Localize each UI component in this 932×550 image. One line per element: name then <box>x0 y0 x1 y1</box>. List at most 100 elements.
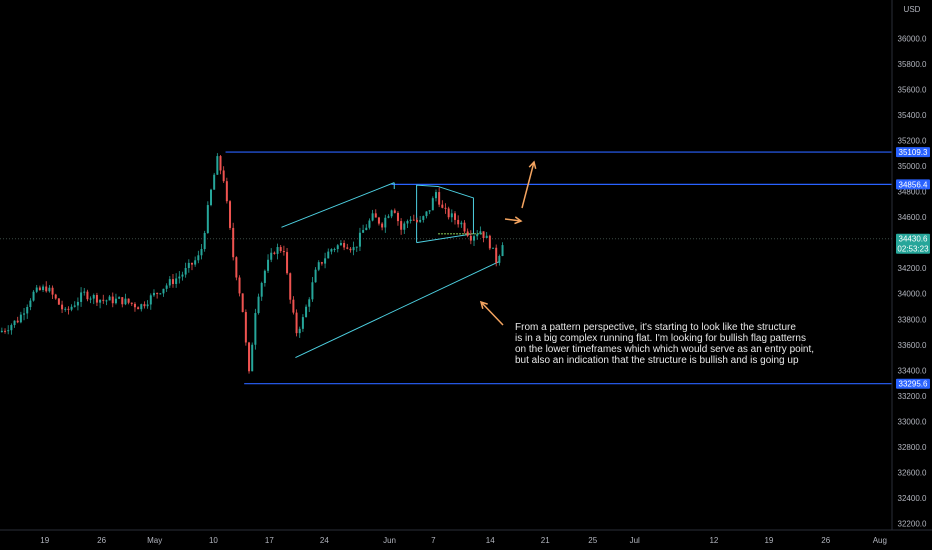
arrow-head <box>514 216 523 225</box>
candle-body <box>67 308 70 310</box>
candle-body <box>222 170 225 182</box>
candle-body <box>295 312 298 334</box>
time-tick-label: 19 <box>764 536 773 545</box>
candle-body <box>118 297 121 299</box>
candle-body <box>213 174 216 190</box>
candle-body <box>105 300 108 302</box>
candle-body <box>171 279 174 284</box>
time-tick-label: 26 <box>97 536 106 545</box>
channel-upper-line <box>281 182 395 228</box>
candle-body <box>393 210 396 213</box>
candle-body <box>447 208 450 218</box>
candle-body <box>267 259 270 271</box>
candle-body <box>108 296 111 301</box>
price-tick-label: 34000.0 <box>898 290 927 299</box>
candle-body <box>330 249 333 252</box>
price-tick-label: 35400.0 <box>898 111 927 120</box>
candle-body <box>476 234 479 237</box>
time-tick-label: 19 <box>40 536 49 545</box>
candle-body <box>95 294 98 303</box>
candle-body <box>260 282 263 297</box>
candle-body <box>181 274 184 277</box>
candle-body <box>339 242 342 246</box>
candle-body <box>396 212 399 222</box>
candle-body <box>73 305 76 307</box>
candle-body <box>362 230 365 233</box>
price-tag-label: 34856.4 <box>899 180 928 189</box>
candle-body <box>355 246 358 248</box>
flag-pattern <box>416 184 474 244</box>
price-tag-box <box>896 147 930 158</box>
candle-body <box>384 217 387 228</box>
candle-body <box>314 269 317 283</box>
annotation-arrows <box>479 160 537 326</box>
annotation-arrow <box>480 301 504 326</box>
candle-body <box>45 286 48 292</box>
candle-body <box>488 235 491 249</box>
candle-body <box>248 342 251 372</box>
candle-body <box>35 287 38 292</box>
candle-body <box>479 231 482 235</box>
candle-body <box>57 298 60 305</box>
price-axis-panel[interactable] <box>892 0 932 530</box>
candle-body <box>431 198 434 211</box>
price-tick-label: 36000.0 <box>898 34 927 43</box>
candle-body <box>441 204 444 208</box>
candle-body <box>292 299 295 313</box>
candle-body <box>270 252 273 260</box>
candle-body <box>415 220 418 222</box>
candle-body <box>320 262 323 264</box>
time-tick-label: 21 <box>541 536 550 545</box>
candle-body <box>400 221 403 230</box>
candle-body <box>143 304 146 307</box>
annotation-line: From a pattern perspective, it's startin… <box>515 322 796 333</box>
price-tick-label: 34200.0 <box>898 264 927 273</box>
candle-body <box>197 255 200 261</box>
candle-body <box>92 294 95 299</box>
candle-body <box>111 296 114 304</box>
candle-body <box>311 282 314 300</box>
candle-body <box>298 328 301 334</box>
time-axis-ticks[interactable]: 19 26 May 10 17 24 Jun 7 14 21 25 Jul 12 19 26 Aug <box>40 536 887 545</box>
price-tick-label: 35800.0 <box>898 60 927 69</box>
candle-body <box>51 287 54 295</box>
price-tag-box <box>896 233 930 254</box>
price-tag-box <box>896 378 930 389</box>
candle-body <box>324 258 327 264</box>
candle-body <box>343 242 346 248</box>
candle-body <box>83 291 86 293</box>
candle-body <box>190 262 193 265</box>
candle-body <box>200 249 203 256</box>
price-tag-box <box>896 179 930 190</box>
candle-body <box>121 297 124 305</box>
candle-body <box>216 156 219 175</box>
price-tag-label: 34430.6 <box>899 235 928 244</box>
candle-body <box>485 235 488 239</box>
candle-body <box>124 298 127 305</box>
currency-label: USD <box>904 5 921 14</box>
candle-body <box>346 247 349 249</box>
time-tick-label: 24 <box>320 536 329 545</box>
time-tick-label: 17 <box>265 536 274 545</box>
candle-body <box>13 320 16 326</box>
candle-body <box>263 270 266 283</box>
candle-body <box>257 296 260 314</box>
candle-body <box>390 210 393 217</box>
candle-body <box>187 262 190 268</box>
candle-body <box>7 330 10 332</box>
candle-body <box>162 288 165 294</box>
candle-body <box>206 205 209 233</box>
price-tick-label: 33600.0 <box>898 341 927 350</box>
candle-body <box>140 304 143 310</box>
price-tick-label: 32600.0 <box>898 469 927 478</box>
candle-body <box>133 303 136 308</box>
annotation-arrow <box>521 161 535 209</box>
candle-body <box>26 307 29 314</box>
candle-body <box>403 223 406 230</box>
candle-body <box>308 299 311 307</box>
candle-body <box>219 156 222 171</box>
price-tick-label: 32400.0 <box>898 494 927 503</box>
candle-body <box>492 247 495 249</box>
